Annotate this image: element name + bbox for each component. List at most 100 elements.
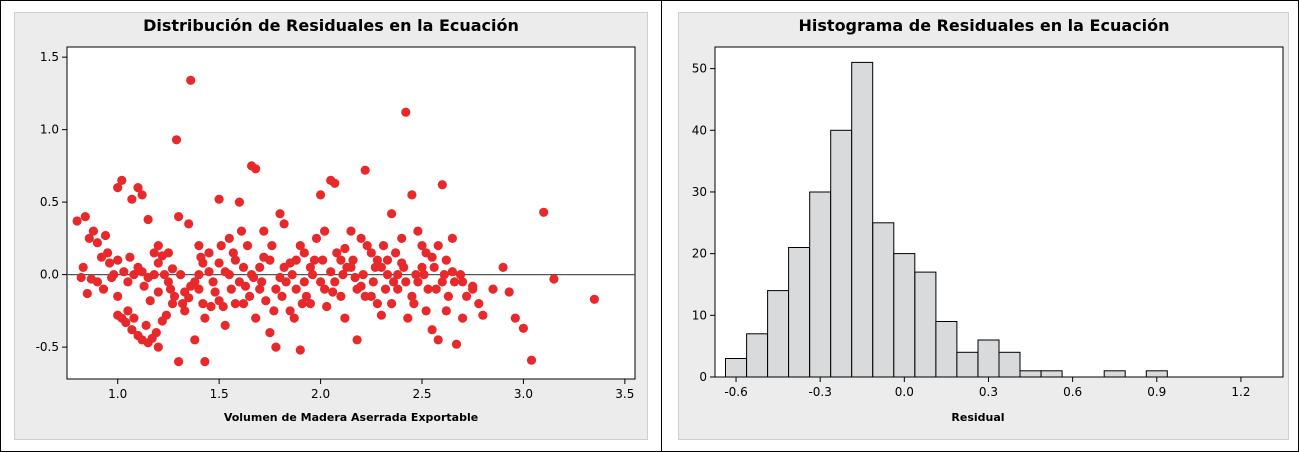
scatter-x-tick-label: 3.0 xyxy=(514,387,533,401)
scatter-point xyxy=(226,284,236,294)
scatter-point xyxy=(198,299,208,309)
scatter-point xyxy=(167,264,178,274)
scatter-point xyxy=(417,262,427,272)
scatter-point xyxy=(378,241,389,251)
scatter-point xyxy=(176,270,186,280)
scatter-point xyxy=(84,233,94,243)
scatter-point xyxy=(376,310,386,320)
scatter-point xyxy=(358,270,368,280)
scatter-point xyxy=(391,248,401,258)
scatter-point xyxy=(214,296,224,306)
histogram-y-tick-label: 40 xyxy=(692,123,707,137)
scatter-point xyxy=(113,291,123,301)
scatter-point xyxy=(407,190,417,200)
scatter-point xyxy=(352,284,362,294)
scatter-point xyxy=(117,175,127,185)
scatter-point xyxy=(259,252,269,262)
histogram-bar xyxy=(1145,370,1168,378)
scatter-y-tick-label: -0.5 xyxy=(36,340,59,354)
scatter-point xyxy=(228,248,238,258)
scatter-point xyxy=(504,287,514,297)
scatter-point xyxy=(149,270,159,280)
scatter-point xyxy=(340,243,350,254)
scatter-point xyxy=(269,306,279,316)
scatter-point xyxy=(437,180,447,190)
scatter-point xyxy=(336,255,346,265)
scatter-point xyxy=(340,313,350,323)
scatter-point xyxy=(451,339,462,349)
scatter-point xyxy=(251,164,261,174)
scatter-point xyxy=(291,284,301,294)
scatter-point xyxy=(397,233,407,243)
scatter-point xyxy=(240,281,251,291)
histogram-x-tick-label: 0.3 xyxy=(979,385,998,399)
scatter-point xyxy=(247,270,257,280)
scatter-point xyxy=(230,299,240,309)
scatter-point xyxy=(348,255,358,265)
scatter-point xyxy=(332,248,342,258)
scatter-point xyxy=(279,262,289,272)
histogram-y-tick-label: 0 xyxy=(699,370,707,384)
scatter-point xyxy=(372,255,382,265)
scatter-point xyxy=(92,238,102,248)
scatter-point xyxy=(255,284,265,294)
scatter-point xyxy=(165,284,176,294)
scatter-point xyxy=(409,299,419,309)
scatter-point xyxy=(421,306,431,316)
scatter-point xyxy=(368,277,378,287)
histogram-bar xyxy=(893,253,916,378)
scatter-point xyxy=(216,241,226,251)
scatter-point xyxy=(88,226,98,236)
histogram-x-tick-label: 1.2 xyxy=(1231,385,1250,399)
histogram-x-tick-label: 0.6 xyxy=(1063,385,1082,399)
scatter-point xyxy=(346,226,356,236)
histogram-title: Histograma de Residuales en la Ecuación xyxy=(799,16,1170,35)
scatter-point xyxy=(287,270,297,280)
scatter-point xyxy=(447,233,457,243)
scatter-y-tick-label: 1.0 xyxy=(40,123,59,137)
scatter-point xyxy=(316,190,326,200)
scatter-point xyxy=(174,212,184,222)
histogram-bar xyxy=(725,358,747,378)
scatter-point xyxy=(510,313,520,323)
scatter-point xyxy=(407,291,417,301)
scatter-point xyxy=(526,355,537,365)
scatter-point xyxy=(145,296,155,306)
scatter-point xyxy=(322,301,332,312)
scatter-point xyxy=(330,277,340,287)
scatter-point xyxy=(149,248,159,258)
histogram-x-tick-label: 0.0 xyxy=(895,385,914,399)
scatter-point xyxy=(350,272,360,283)
scatter-point xyxy=(366,248,376,258)
histogram-x-tick-label: 0.9 xyxy=(1147,385,1166,399)
scatter-point xyxy=(455,270,466,280)
scatter-point xyxy=(330,178,340,188)
histogram-panel: Histograma de Residuales en la Ecuación … xyxy=(678,12,1289,440)
scatter-point xyxy=(151,328,161,338)
scatter-point xyxy=(186,281,196,291)
scatter-point xyxy=(393,270,403,280)
scatter-point xyxy=(433,241,443,251)
scatter-point xyxy=(119,267,129,277)
histogram-bar xyxy=(851,61,874,378)
scatter-x-tick-label: 2.5 xyxy=(412,387,431,401)
scatter-point xyxy=(285,306,295,316)
scatter-y-tick-label: 1.5 xyxy=(40,50,59,64)
scatter-point xyxy=(129,270,139,280)
scatter-point xyxy=(107,272,117,283)
scatter-point xyxy=(267,241,277,251)
scatter-point xyxy=(98,284,109,294)
scatter-point xyxy=(429,262,439,272)
scatter-point xyxy=(220,267,230,277)
scatter-point xyxy=(214,194,224,204)
scatter-point xyxy=(419,270,429,280)
scatter-point xyxy=(387,299,397,309)
scatter-point xyxy=(488,284,498,294)
scatter-point xyxy=(433,335,443,345)
scatter-x-tick-label: 1.5 xyxy=(210,387,229,401)
scatter-point xyxy=(76,272,86,283)
scatter-point xyxy=(413,226,423,236)
scatter-point xyxy=(204,248,214,258)
histogram-y-tick-label: 50 xyxy=(692,62,707,76)
scatter-point xyxy=(153,342,163,352)
